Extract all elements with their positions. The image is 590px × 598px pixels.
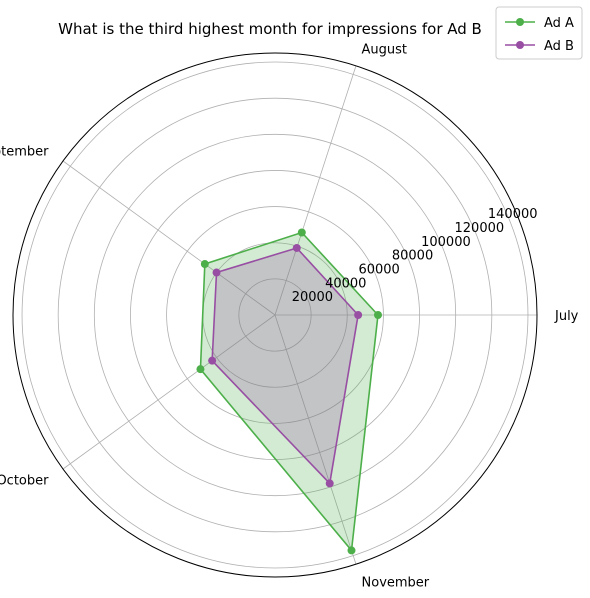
series-area [200, 232, 378, 551]
data-point [212, 268, 221, 277]
series-line [199, 231, 379, 553]
category-label: September [0, 144, 49, 159]
spoke-line [274, 314, 357, 565]
category-label: July [554, 309, 579, 324]
spoke-line [62, 314, 276, 470]
chart-title: What is the third highest month for impr… [58, 20, 482, 38]
spoke-line [62, 160, 276, 316]
data-point [354, 311, 363, 319]
radial-tick-label: 40000 [325, 276, 366, 291]
legend-marker-ad-b [516, 41, 524, 49]
category-label: November [362, 575, 430, 590]
data-point [373, 311, 382, 319]
radial-tick-label: 60000 [358, 263, 399, 278]
category-label: October [0, 474, 49, 489]
legend: Ad A Ad B [495, 6, 583, 60]
data-point [196, 365, 205, 374]
data-point [297, 228, 306, 237]
data-point [292, 243, 301, 252]
data-point [200, 260, 209, 269]
data-point [325, 479, 334, 488]
radial-tick-label: 20000 [292, 290, 333, 305]
radial-tick-label: 140000 [488, 207, 538, 222]
outer-frame [12, 52, 538, 578]
series-area [212, 247, 359, 484]
data-point [208, 356, 217, 365]
category-label: August [362, 43, 408, 58]
data-point [347, 546, 356, 555]
spoke-line [274, 65, 357, 316]
legend-label-ad-a: Ad A [544, 16, 574, 31]
series-layer [196, 228, 382, 555]
radial-tick-label: 100000 [421, 235, 471, 250]
legend-marker-ad-a [516, 18, 524, 26]
radial-tick-label: 120000 [455, 221, 505, 236]
radial-tick-label: 80000 [392, 249, 433, 264]
legend-label-ad-b: Ad B [544, 39, 574, 54]
series-line [211, 247, 359, 486]
